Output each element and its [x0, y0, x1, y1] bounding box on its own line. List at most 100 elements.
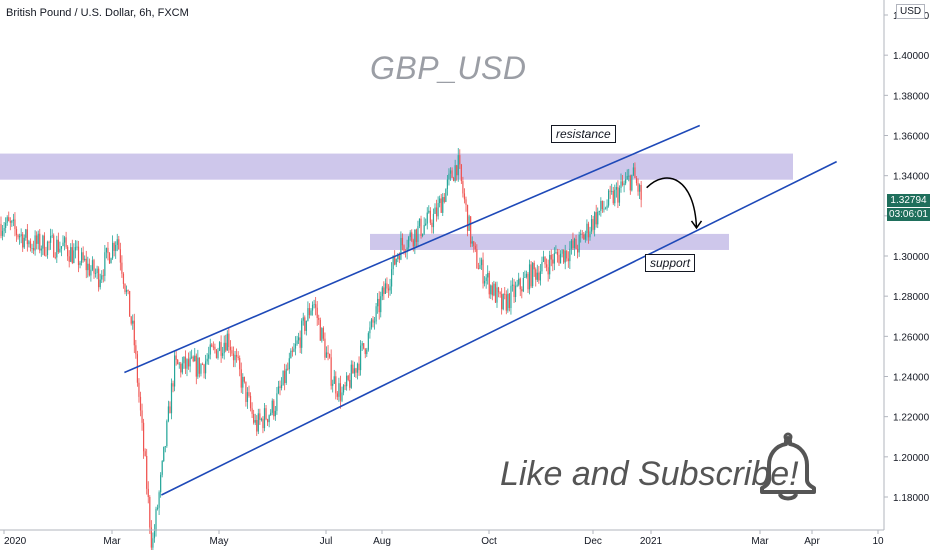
y-tick-label: 1.20000 [893, 453, 930, 464]
candle-body [84, 258, 86, 260]
candle-body [59, 248, 61, 252]
candle-body [380, 296, 382, 313]
candle-body [34, 235, 36, 251]
y-tick-label: 1.38000 [893, 91, 930, 102]
candle-body [521, 289, 523, 292]
candle-body [527, 273, 529, 290]
candle-body [91, 260, 94, 270]
candle-body [603, 208, 605, 210]
candle-body [383, 287, 385, 294]
candle-body [409, 232, 411, 238]
candle-body [420, 218, 422, 237]
candle-body [73, 250, 75, 264]
candle-body [474, 245, 476, 250]
candle-body [197, 357, 199, 377]
candle-body [408, 237, 410, 248]
candle-body [36, 235, 38, 244]
candle-body [290, 350, 292, 359]
candle-body [552, 259, 554, 264]
candle-body [298, 337, 300, 341]
bell-icon[interactable] [755, 432, 821, 502]
candle-body [497, 287, 500, 293]
candle-body [590, 219, 593, 232]
candle-body [254, 420, 256, 423]
candle-body [485, 277, 487, 281]
candle-body [56, 239, 58, 258]
candle-body [271, 400, 273, 413]
candle-body [53, 235, 55, 258]
candle-body [446, 179, 448, 190]
y-tick-label: 1.26000 [893, 332, 930, 343]
resistance-label[interactable]: resistance [551, 125, 616, 143]
candle-body [276, 393, 278, 411]
candle-body [637, 183, 639, 192]
candle-body [516, 284, 518, 286]
candle-body [108, 253, 111, 264]
currency-selector[interactable]: USD [896, 4, 926, 19]
candle-body [575, 238, 577, 249]
symbol-title[interactable]: British Pound / U.S. Dollar, 6h, FXCM [6, 7, 189, 19]
candle-body [19, 236, 21, 238]
candle-body [311, 304, 314, 311]
candle-body [77, 246, 80, 266]
candle-body [166, 420, 168, 447]
candle-body [175, 355, 177, 360]
support-label[interactable]: support [645, 254, 696, 272]
candle-body [415, 229, 417, 242]
candle-body [499, 292, 501, 295]
candle-body [634, 167, 636, 179]
candle-body [435, 207, 438, 217]
candle-body [248, 392, 250, 396]
candle-body [546, 264, 548, 268]
candle-body [253, 413, 255, 423]
candle-body [327, 352, 329, 355]
candle-body [60, 246, 63, 249]
candle-body [598, 210, 600, 212]
candle-body [465, 199, 467, 205]
candle-body [226, 333, 228, 351]
candles [0, 148, 642, 550]
candle-body [217, 350, 219, 358]
candle-body [211, 344, 213, 347]
candle-body [209, 344, 211, 355]
candle-body [259, 413, 261, 420]
candle-body [541, 262, 543, 272]
candle-body [434, 207, 436, 214]
candle-body [42, 235, 44, 249]
candle-body [121, 262, 123, 274]
candle-body [116, 239, 118, 245]
candle-body [532, 262, 534, 287]
candle-body [491, 285, 493, 296]
candle-body [329, 354, 331, 358]
y-tick-label: 1.24000 [893, 373, 930, 384]
candle-body [133, 320, 135, 346]
candle-body [466, 204, 469, 231]
candle-body [122, 273, 125, 284]
candle-body [9, 220, 11, 223]
candle-body [218, 342, 221, 351]
candle-body [138, 382, 140, 397]
candle-body [425, 223, 427, 226]
candle-body [301, 320, 303, 348]
candle-body [267, 419, 269, 423]
candle-body [635, 178, 638, 184]
candle-body [612, 190, 614, 204]
candle-body [566, 250, 568, 259]
candle-body [184, 356, 187, 369]
candle-body [273, 400, 275, 417]
candle-body [577, 248, 579, 253]
candle-body [313, 304, 315, 306]
candle-body [222, 353, 224, 356]
candle-body [439, 198, 441, 204]
candle-body [67, 246, 69, 257]
candle-body [484, 280, 486, 284]
candle-body [268, 415, 270, 423]
candle-body [459, 155, 461, 165]
candle-body [118, 239, 120, 250]
candle-body [341, 392, 343, 401]
candle-body [280, 384, 283, 389]
candle-body [93, 260, 95, 274]
candle-body [422, 233, 424, 237]
candle-body [397, 255, 399, 259]
